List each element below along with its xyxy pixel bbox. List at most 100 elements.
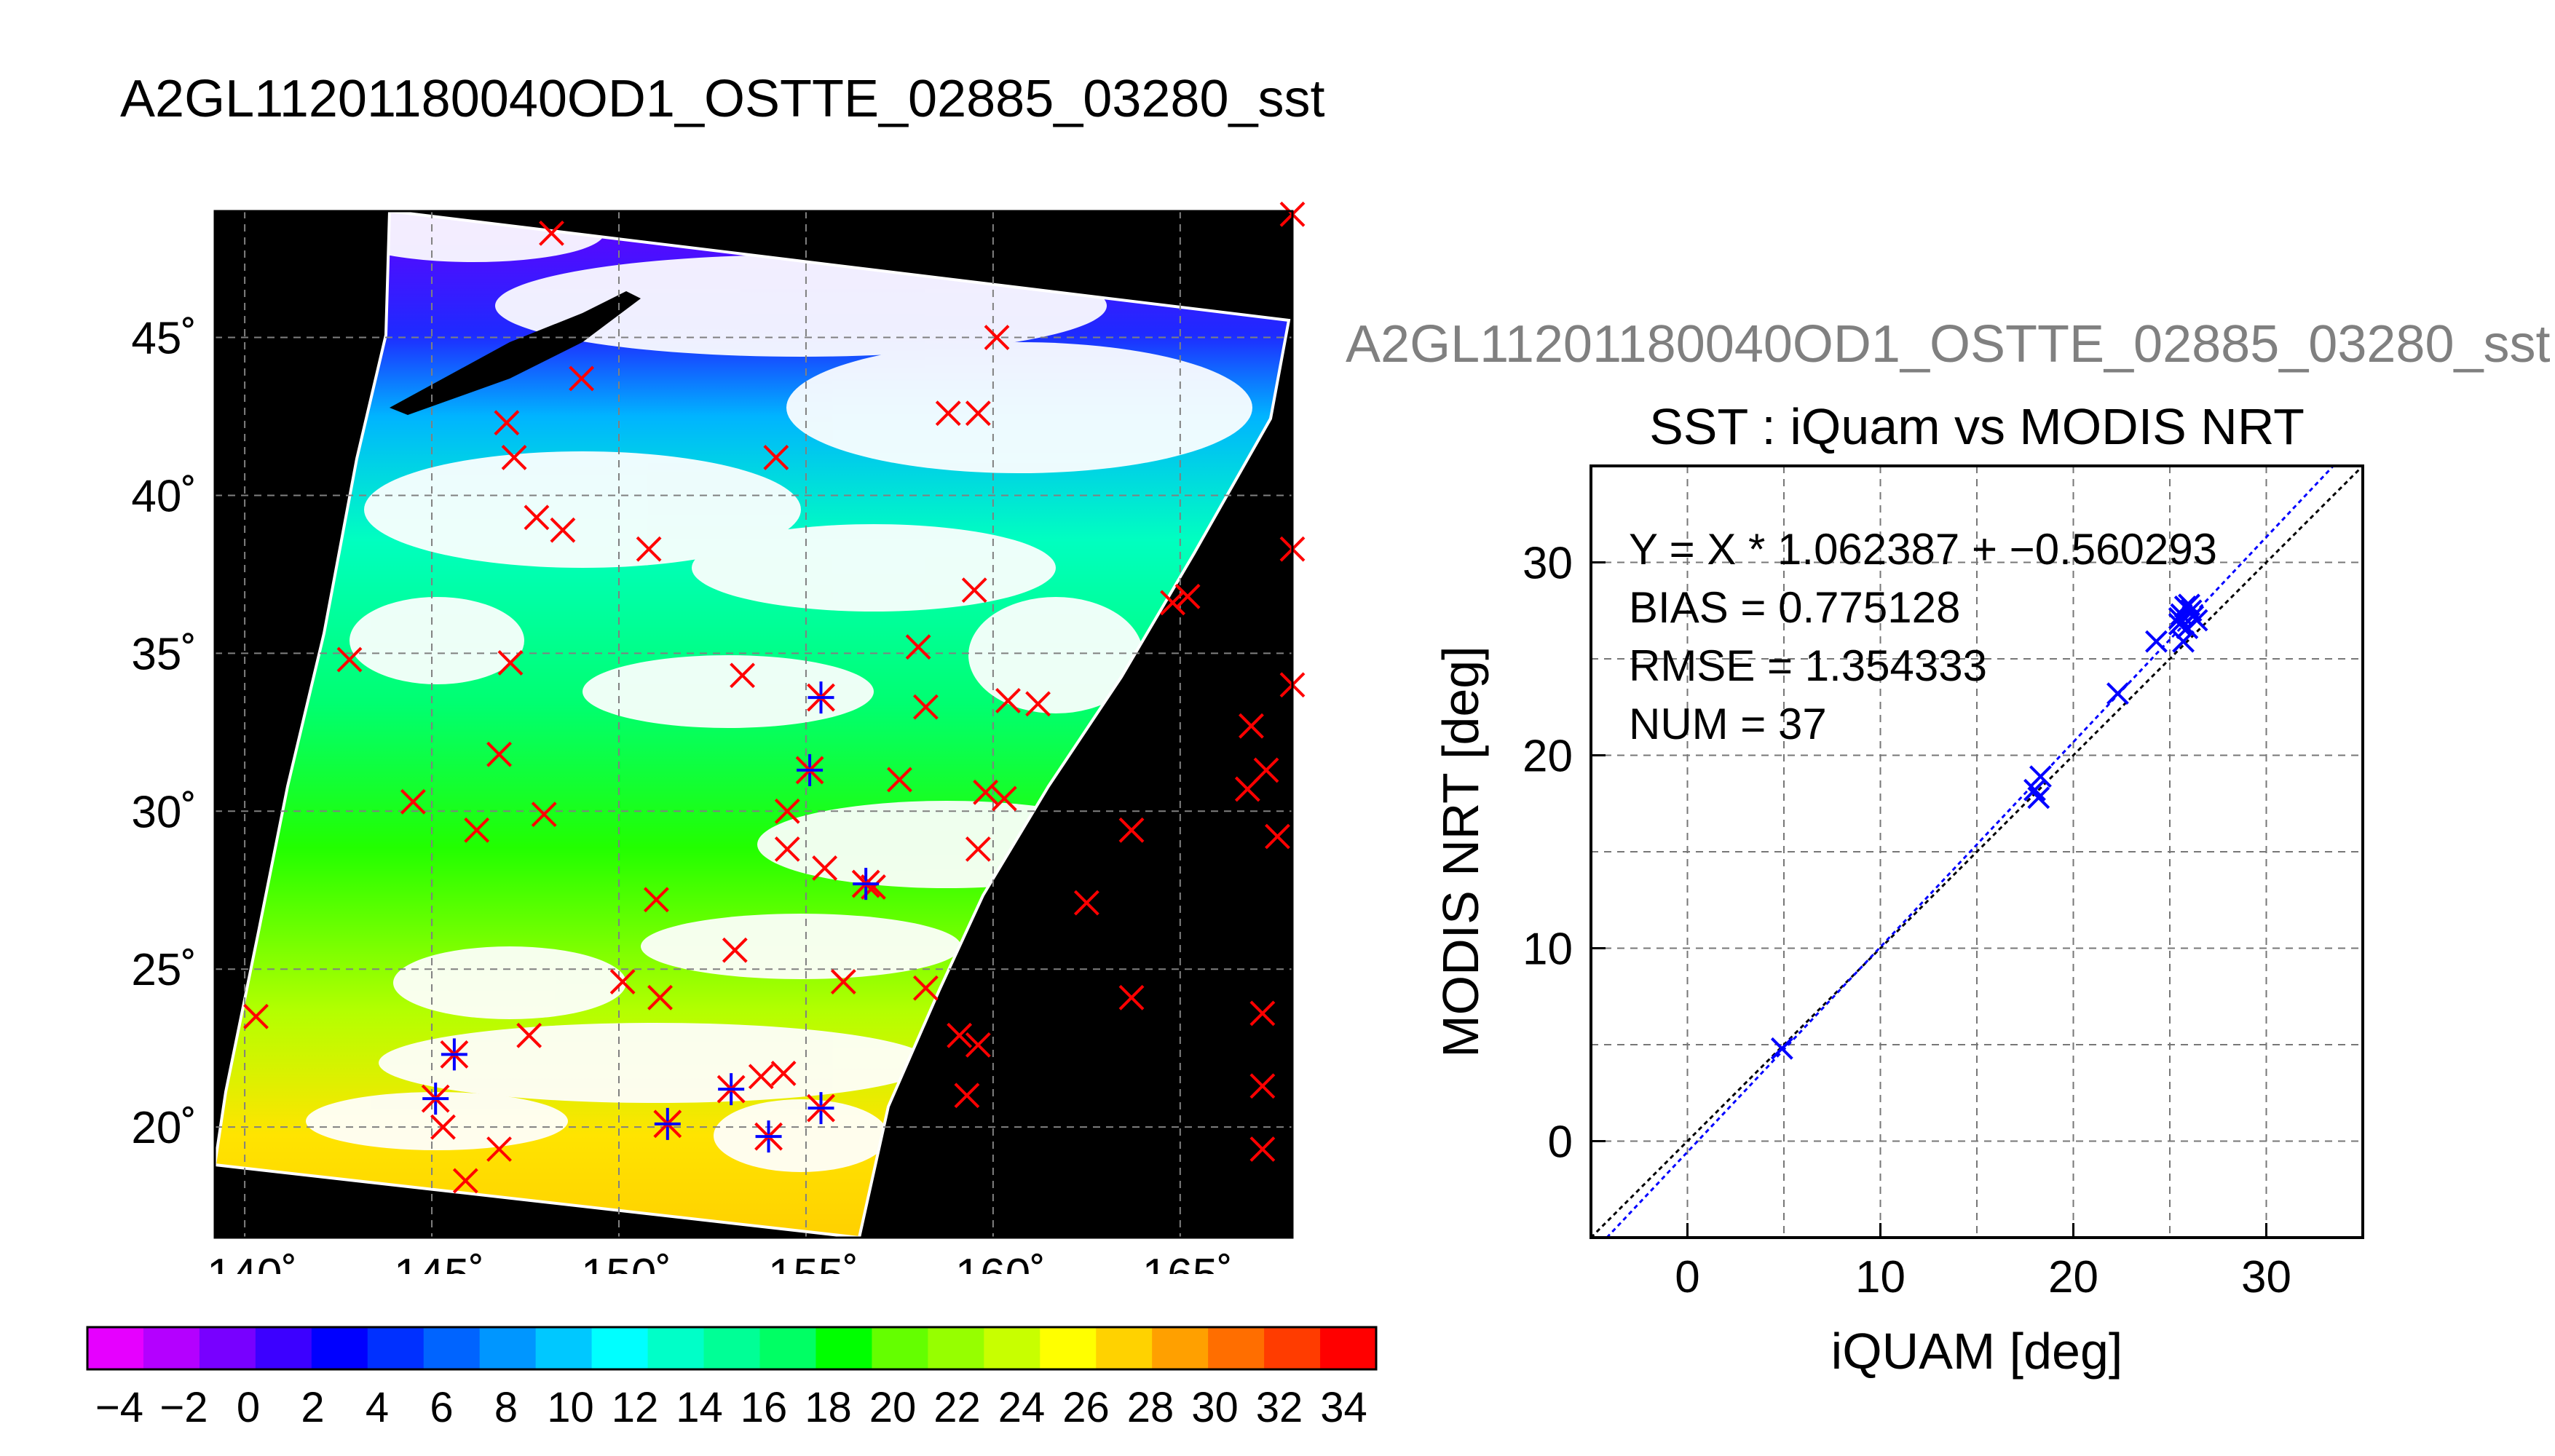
colorbar-tick-labels: −4 −2 0 2 4 6 8 10 12 14 16 18 20 22 24 26 28 30 32 34 (95, 1384, 1367, 1431)
map-red-x-marker (501, 444, 527, 470)
colorbar-swatch (872, 1327, 928, 1369)
map-red-x-marker (524, 505, 550, 531)
scatter-title: SST : iQuam vs MODIS NRT (1649, 398, 2305, 455)
map-red-x-marker (494, 410, 520, 436)
scatter-stat-line: Y = X * 1.062387 + −0.560293 (1629, 525, 2217, 574)
colorbar-swatch (367, 1327, 424, 1369)
scatter-stat-line: NUM = 37 (1629, 700, 1827, 748)
map-red-x-marker (774, 798, 800, 824)
scatter-point (2145, 630, 2168, 653)
map-red-x-marker (947, 1022, 973, 1048)
map-red-x-marker (1025, 691, 1051, 717)
map-blue-star-marker (440, 1038, 469, 1071)
map-markers (243, 201, 1306, 1194)
scatter-point (2178, 593, 2200, 617)
colorbar-swatch (1208, 1327, 1265, 1369)
scatter-y-ticks: 0 10 20 30 (1523, 539, 1606, 1168)
scatter-gridlines (1591, 466, 2363, 1238)
map-red-x-marker (748, 1064, 774, 1090)
colorbar-swatch (1040, 1327, 1097, 1369)
map-red-x-marker (452, 1168, 478, 1194)
map-red-x-marker (1239, 713, 1264, 739)
colorbar-tick-label: 8 (494, 1384, 518, 1431)
scatter-frame (1590, 464, 2364, 1239)
map-red-x-marker (812, 855, 838, 881)
map-red-x-marker (1249, 1136, 1276, 1162)
scatter-xlabel: iQUAM [deg] (1831, 1323, 2123, 1380)
map-red-x-marker (516, 1022, 542, 1048)
colorbar-swatch (759, 1327, 816, 1369)
scatter-x-tick-label: 10 (1855, 1252, 1906, 1302)
map-red-x-marker (1073, 890, 1099, 916)
map-red-x-marker (1249, 1000, 1276, 1026)
sst-map: 20˚25˚30˚35˚40˚45˚ 140˚145˚150˚155˚160˚1… (131, 201, 1306, 1274)
map-red-x-marker (1234, 776, 1260, 802)
map-blue-star-marker (851, 868, 880, 901)
lon-tick-label: 150˚ (581, 1250, 671, 1274)
map-red-x-marker (1118, 817, 1145, 843)
map-red-x-marker (954, 1083, 980, 1109)
map-red-x-marker (770, 1060, 797, 1086)
colorbar-tick-label: 6 (430, 1384, 453, 1431)
lat-tick-label: 45˚ (131, 314, 197, 364)
colorbar-tick-label: 26 (1062, 1384, 1110, 1431)
scatter-y-tick-label: 30 (1523, 539, 1573, 589)
map-red-x-marker (1118, 984, 1145, 1010)
colorbar-tick-label: 24 (998, 1384, 1046, 1431)
colorbar-tick-label: −4 (95, 1384, 143, 1431)
map-red-x-marker (887, 767, 912, 793)
scatter-ylabel: MODIS NRT [deg] (1432, 646, 1489, 1057)
scatter-x-tick-label: 0 (1675, 1252, 1699, 1302)
map-red-x-marker (965, 836, 991, 862)
fit-line (1606, 464, 2334, 1239)
map-blue-star-marker (795, 753, 824, 786)
map-red-x-marker (961, 577, 987, 604)
scatter-points (1770, 593, 2208, 1060)
map-red-x-marker (243, 1003, 269, 1029)
scatter-point (2027, 786, 2050, 810)
colorbar-tick-label: 16 (741, 1384, 788, 1431)
map-red-x-marker (486, 1136, 512, 1162)
map-frame (213, 210, 1294, 1239)
colorbar-tick-label: 18 (805, 1384, 852, 1431)
map-red-x-marker (730, 662, 755, 689)
lon-tick-label: 145˚ (394, 1250, 484, 1274)
scatter-lines (1590, 464, 2364, 1239)
map-red-x-marker (905, 634, 931, 660)
map-red-x-marker (531, 802, 557, 828)
colorbar-tick-label: 34 (1320, 1384, 1367, 1431)
colorbar-swatch (423, 1327, 481, 1369)
scatter-x-tick-label: 20 (2048, 1252, 2098, 1302)
scatter-point (2029, 765, 2052, 788)
map-red-x-marker (643, 887, 669, 913)
lat-tick-label: 40˚ (131, 471, 197, 521)
scatter-point (1770, 1037, 1793, 1060)
colorbar-swatches (87, 1327, 1377, 1369)
colorbar-tick-label: 2 (301, 1384, 324, 1431)
colorbar-swatch (647, 1327, 705, 1369)
map-blue-star-marker (807, 681, 835, 714)
colorbar-swatch (87, 1327, 144, 1369)
lat-tick-label: 20˚ (131, 1103, 197, 1153)
colorbar-swatch (143, 1327, 200, 1369)
scatter-y-tick-label: 20 (1523, 732, 1573, 782)
colorbar-swatch (1264, 1327, 1321, 1369)
map-blue-star-marker (653, 1107, 682, 1140)
map-red-x-marker (912, 975, 939, 1001)
colorbar: −4 −2 0 2 4 6 8 10 12 14 16 18 20 22 24 26 28 30 32 34 (86, 1326, 1378, 1431)
lon-tick-label: 155˚ (768, 1250, 858, 1274)
map-red-x-marker (722, 937, 748, 963)
scatter-x-ticks: 0 10 20 30 (1675, 1223, 2291, 1302)
colorbar-tick-label: 22 (933, 1384, 981, 1431)
lon-tick-label: 140˚ (207, 1250, 297, 1274)
lon-tick-label: 165˚ (1142, 1250, 1233, 1274)
map-red-x-marker (430, 1114, 456, 1140)
colorbar-swatch (1096, 1327, 1153, 1369)
map-red-x-marker (400, 788, 426, 815)
map-red-x-marker (991, 786, 1017, 812)
colorbar-tick-label: 14 (676, 1384, 723, 1431)
map-red-x-marker (984, 325, 1010, 350)
colorbar-swatch (703, 1327, 760, 1369)
colorbar-tick-label: 28 (1127, 1384, 1174, 1431)
